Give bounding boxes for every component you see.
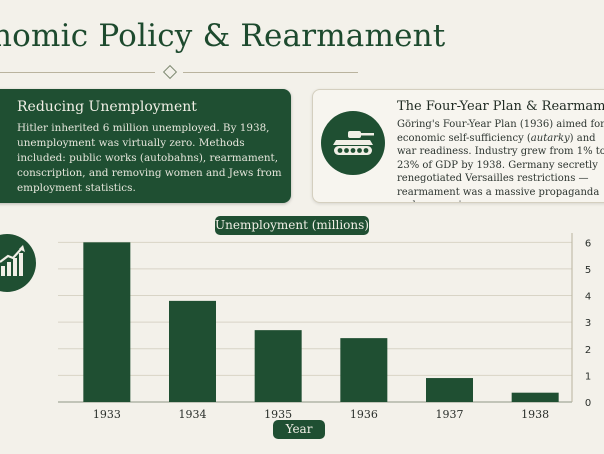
y-tick-label: 4 [585,292,591,303]
x-tick-label: 1938 [521,408,549,421]
page-title: nomic Policy & Rearmament [0,18,446,54]
four-year-plan-card-heading: The Four-Year Plan & Rearmament [397,99,604,114]
bar-1935 [254,330,302,402]
y-tick-label: 0 [585,398,591,409]
x-tick-label: 1936 [350,408,378,421]
unemployment-card: Reducing Unemployment Hitler inherited 6… [0,89,291,203]
x-axis-label: Year [273,420,325,439]
bar-1933 [83,242,131,402]
four-year-plan-text-after: ) and war readiness. Industry grew from … [397,132,604,203]
title-divider-left [0,72,155,73]
x-tick-label: 1934 [179,408,207,421]
bar-1936 [340,338,388,402]
tank-icon [321,111,385,175]
x-tick-label: 1935 [264,408,292,421]
chart-title: Unemployment (millions) [215,216,369,235]
x-tick-label: 1937 [436,408,464,421]
title-divider-right [183,72,358,73]
y-tick-label: 5 [585,265,591,276]
y-tick-label: 6 [585,238,591,249]
bar-1937 [426,378,473,402]
four-year-plan-card: The Four-Year Plan & Rearmament Göring's… [312,89,604,203]
autarky-term: autarky [530,132,570,144]
x-tick-label: 1933 [93,408,121,421]
four-year-plan-card-body: Göring's Four-Year Plan (1936) aimed for… [397,118,604,203]
y-tick-label: 3 [585,318,591,329]
y-tick-label: 1 [585,371,591,382]
growth-chart-icon [0,234,36,292]
four-year-plan-text-before: Göring's Four-Year Plan (1936) aimed for… [397,119,604,144]
bar-1938 [511,392,559,402]
y-tick-label: 2 [585,345,591,356]
bar-1934 [169,300,216,402]
unemployment-card-heading: Reducing Unemployment [17,99,197,115]
unemployment-card-body: Hitler inherited 6 million unemployed. B… [17,122,282,194]
